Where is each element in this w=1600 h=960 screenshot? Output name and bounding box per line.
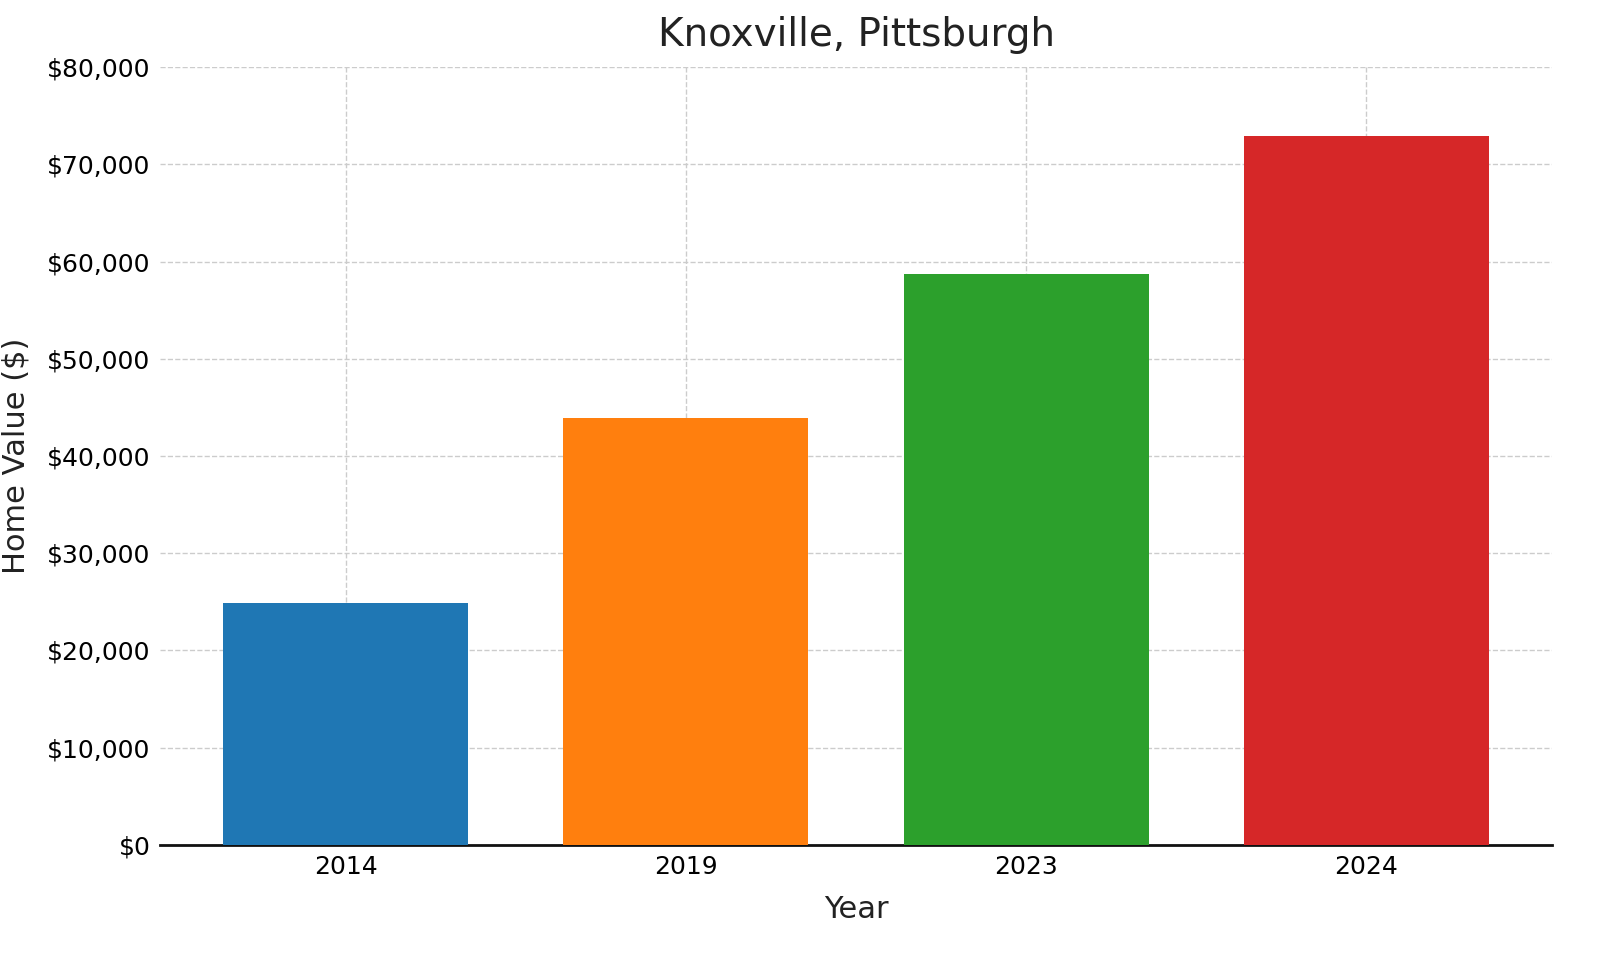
Y-axis label: Home Value ($): Home Value ($): [2, 338, 30, 574]
Bar: [1243, 136, 1488, 845]
Bar: [224, 603, 469, 845]
X-axis label: Year: Year: [824, 895, 888, 924]
Bar: [904, 275, 1149, 845]
Bar: [563, 419, 808, 845]
Title: Knoxville, Pittsburgh: Knoxville, Pittsburgh: [658, 16, 1054, 55]
